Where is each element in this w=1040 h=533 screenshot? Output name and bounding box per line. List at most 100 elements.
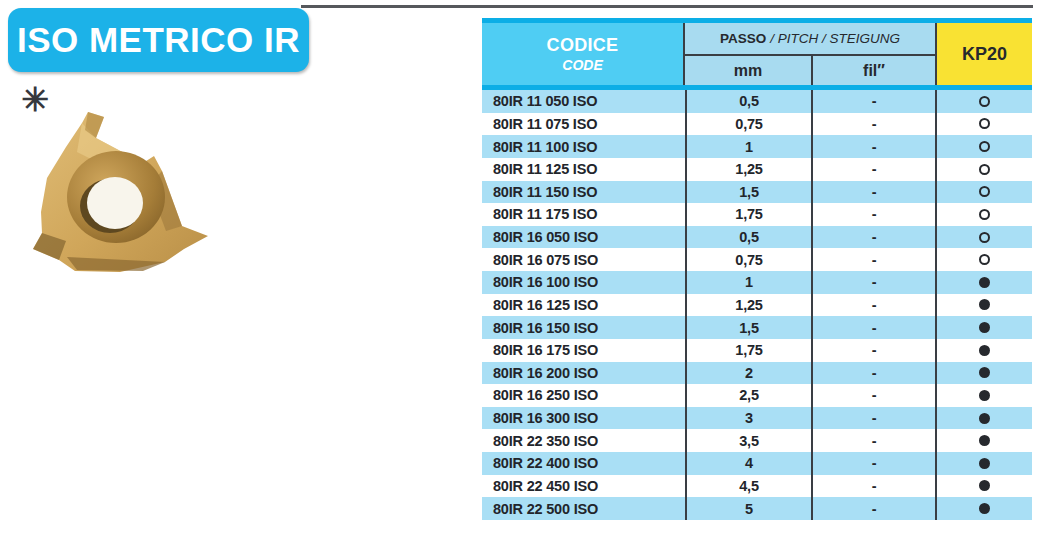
header-kp20: KP20 [935,23,1032,85]
pitch-fil-cell: - [811,248,935,271]
table-row: 80IR 16 200 ISO2- [482,362,1032,385]
pitch-mm-cell: 4 [685,452,811,475]
kp20-cell [935,90,1032,113]
kp20-cell [935,203,1032,226]
code-cell: 80IR 11 150 ISO [482,181,685,204]
pitch-mm-cell: 1,75 [685,339,811,362]
kp20-cell [935,362,1032,385]
open-circle-icon [979,164,990,175]
pitch-mm-cell: 1,25 [685,294,811,317]
filled-circle-icon [979,322,990,333]
filled-circle-icon [979,277,990,288]
threading-insert-photo [25,100,215,280]
page-title: ISO METRICO IR [8,8,309,72]
header-fil: fil″ [811,56,935,85]
pitch-fil-cell: - [811,384,935,407]
pitch-fil-cell: - [811,339,935,362]
table-row: 80IR 16 075 ISO0,75- [482,248,1032,271]
open-circle-icon [979,254,990,265]
open-circle-icon [979,96,990,107]
pitch-mm-cell: 0,75 [685,113,811,136]
kp20-cell [935,248,1032,271]
table-row: 80IR 11 150 ISO1,5- [482,181,1032,204]
pitch-fil-cell: - [811,475,935,498]
pitch-fil-cell: - [811,90,935,113]
pitch-fil-cell: - [811,407,935,430]
code-cell: 80IR 11 125 ISO [482,158,685,181]
open-circle-icon [979,232,990,243]
table-row: 80IR 11 175 ISO1,75- [482,203,1032,226]
catalog-page: ISO METRICO IR ✳ [0,0,1040,533]
pitch-fil-cell: - [811,271,935,294]
pitch-mm-cell: 2,5 [685,384,811,407]
pitch-fil-cell: - [811,316,935,339]
pitch-fil-cell: - [811,158,935,181]
open-circle-icon [979,141,990,152]
code-cell: 80IR 16 200 ISO [482,362,685,385]
table-row: 80IR 22 400 ISO4- [482,452,1032,475]
code-cell: 80IR 16 075 ISO [482,248,685,271]
open-circle-icon [979,118,990,129]
pitch-mm-cell: 0,5 [685,90,811,113]
pitch-mm-cell: 5 [685,497,811,520]
pitch-fil-cell: - [811,294,935,317]
code-cell: 80IR 22 400 ISO [482,452,685,475]
pitch-fil-cell: - [811,497,935,520]
pitch-fil-cell: - [811,135,935,158]
pitch-fil-cell: - [811,362,935,385]
table-row: 80IR 16 175 ISO1,75- [482,339,1032,362]
table-row: 80IR 22 450 ISO4,5- [482,475,1032,498]
kp20-cell [935,497,1032,520]
kp20-cell [935,316,1032,339]
pitch-fil-cell: - [811,113,935,136]
filled-circle-icon [979,367,990,378]
code-cell: 80IR 11 100 ISO [482,135,685,158]
code-cell: 80IR 11 050 ISO [482,90,685,113]
code-cell: 80IR 16 100 ISO [482,271,685,294]
product-table: CODICE CODE PASSO / PITCH / STEIGUNG mm … [482,18,1032,520]
filled-circle-icon [979,480,990,491]
kp20-cell [935,181,1032,204]
filled-circle-icon [979,345,990,356]
table-row: 80IR 16 300 ISO3- [482,407,1032,430]
table-row: 80IR 11 125 ISO1,25- [482,158,1032,181]
code-cell: 80IR 16 175 ISO [482,339,685,362]
pitch-fil-cell: - [811,226,935,249]
kp20-cell [935,339,1032,362]
pitch-mm-cell: 1,5 [685,181,811,204]
pitch-mm-cell: 1 [685,271,811,294]
page-top-rule [301,5,1033,8]
open-circle-icon [979,209,990,220]
pitch-mm-cell: 3,5 [685,429,811,452]
kp20-cell [935,475,1032,498]
table-body: 80IR 11 050 ISO0,5-80IR 11 075 ISO0,75-8… [482,90,1032,520]
pitch-mm-cell: 1,5 [685,316,811,339]
filled-circle-icon [979,435,990,446]
filled-circle-icon [979,458,990,469]
kp20-cell [935,271,1032,294]
code-cell: 80IR 16 125 ISO [482,294,685,317]
passo-sub-label: / PITCH / STEIGUNG [766,31,900,46]
code-cell: 80IR 16 300 ISO [482,407,685,430]
header-mm: mm [685,56,811,85]
code-label: CODE [562,57,602,73]
pitch-fil-cell: - [811,181,935,204]
table-row: 80IR 16 250 ISO2,5- [482,384,1032,407]
table-row: 80IR 11 050 ISO0,5- [482,90,1032,113]
kp20-cell [935,294,1032,317]
table-row: 80IR 16 125 ISO1,25- [482,294,1032,317]
table-row: 80IR 22 350 ISO3,5- [482,429,1032,452]
pitch-mm-cell: 0,5 [685,226,811,249]
pitch-fil-cell: - [811,203,935,226]
table-row: 80IR 11 075 ISO0,75- [482,113,1032,136]
table-header: CODICE CODE PASSO / PITCH / STEIGUNG mm … [482,23,1032,85]
kp20-cell [935,113,1032,136]
pitch-mm-cell: 2 [685,362,811,385]
kp20-cell [935,452,1032,475]
table-row: 80IR 16 100 ISO1- [482,271,1032,294]
code-cell: 80IR 22 450 ISO [482,475,685,498]
filled-circle-icon [979,299,990,310]
code-cell: 80IR 11 175 ISO [482,203,685,226]
pitch-mm-cell: 3 [685,407,811,430]
filled-circle-icon [979,503,990,514]
